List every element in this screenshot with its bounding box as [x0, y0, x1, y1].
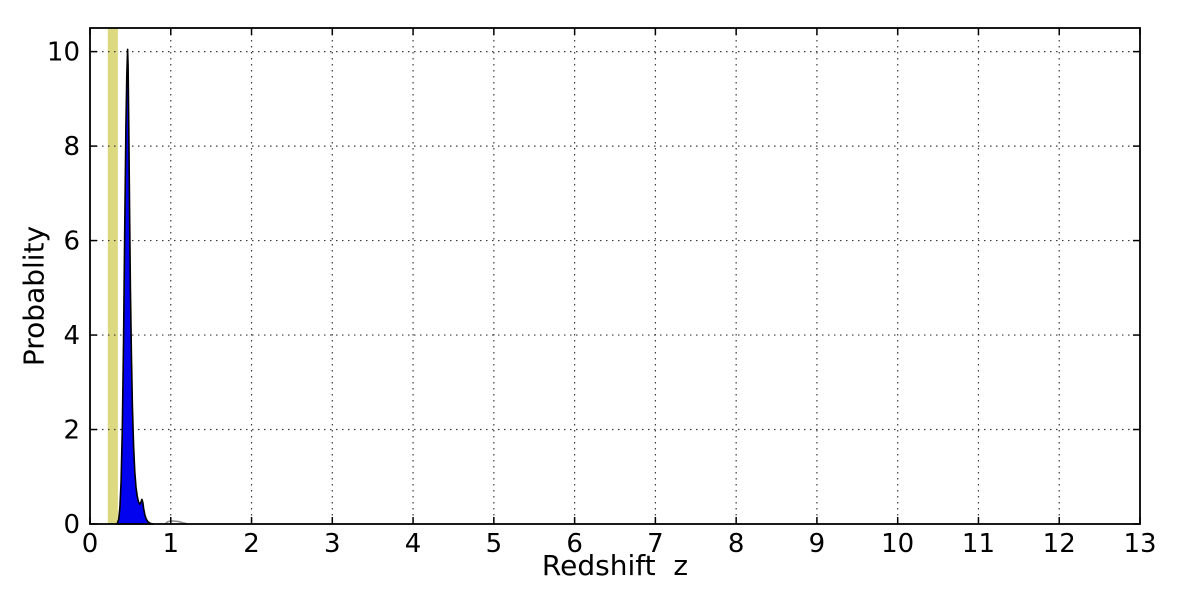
y-axis-label: Probablity: [17, 225, 51, 367]
x-tick-label: 5: [486, 529, 503, 559]
y-tick-label: 2: [63, 416, 80, 446]
plot-frame: [89, 27, 1141, 525]
tick-marks: [89, 28, 1141, 525]
x-tick-label: 10: [881, 529, 914, 559]
y-tick-label: 0: [63, 510, 80, 540]
y-tick-label: 10: [47, 38, 80, 68]
x-tick-label: 8: [728, 529, 745, 559]
y-tick-label: 4: [63, 321, 80, 351]
y-tick-label: 8: [63, 132, 80, 162]
x-tick-label: 12: [1043, 529, 1076, 559]
x-tick-label: 4: [405, 529, 422, 559]
x-tick-label: 9: [809, 529, 826, 559]
x-tick-label: 13: [1123, 529, 1156, 559]
x-axis-label: Redshift z: [541, 549, 689, 582]
x-tick-label: 0: [82, 529, 99, 559]
redshift-probability-pdf: [116, 48, 154, 525]
x-tick-label: 7: [647, 529, 664, 559]
grid-lines: [90, 28, 1140, 524]
highlight-band: [107, 28, 118, 524]
x-tick-label: 2: [243, 529, 260, 559]
x-tick-label: 6: [566, 529, 583, 559]
x-tick-label: 3: [324, 529, 341, 559]
faint-secondary-tail: [164, 520, 188, 525]
x-tick-label: 1: [162, 529, 179, 559]
x-tick-label: 11: [962, 529, 995, 559]
y-tick-label: 6: [63, 227, 80, 257]
